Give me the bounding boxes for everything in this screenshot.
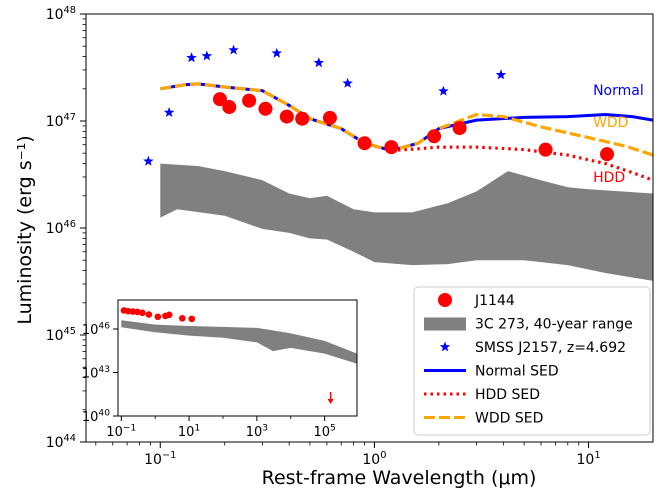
- y-tick-label: 1048: [46, 5, 76, 23]
- j1144-point: [384, 140, 399, 155]
- smss-j2157-point: [163, 107, 175, 117]
- inset-y-tick-label: 1040: [82, 409, 110, 425]
- legend-label: 3C 273, 40-year range: [475, 317, 633, 333]
- inset-j1144-point: [165, 311, 173, 319]
- j1144-point: [212, 92, 227, 107]
- inset-j1144-point: [139, 309, 146, 317]
- inset-j1144-point: [145, 311, 153, 318]
- main-axis-ticks: 10−1 100 101 1044 1045 1046 1047 1048: [46, 5, 601, 468]
- annotation-hdd: HDD: [593, 170, 625, 186]
- j1144-point: [258, 101, 273, 116]
- smss-j2157-point: [271, 47, 282, 58]
- legend: J1144 3C 273, 40-year range SMSS J2157, z=…: [413, 286, 651, 436]
- inset-plot: 10−1 101 103 105 1040 1043 1046: [82, 299, 358, 440]
- main-plot: Normal WDD HDD: [85, 13, 654, 443]
- x-tick-label: 101: [577, 450, 601, 468]
- annotation-normal: Normal: [593, 83, 644, 99]
- legend-label: HDD SED: [475, 387, 540, 403]
- j1144-point: [242, 93, 257, 108]
- legend-label: Normal SED: [475, 364, 559, 380]
- smss-j2157-point: [228, 44, 239, 55]
- smss-j2157-point: [313, 57, 324, 68]
- smss-j2157-point: [186, 52, 197, 63]
- inset-x-tick-label: 105: [313, 424, 335, 440]
- j1144-point: [295, 111, 310, 126]
- smss-j2157-point: [143, 155, 154, 166]
- inset-x-tick-label: 101: [178, 424, 200, 440]
- j1144-point: [279, 109, 294, 124]
- inset-j1144-point: [188, 315, 196, 323]
- inset-j1144-point: [178, 314, 186, 322]
- j1144-point: [538, 142, 553, 157]
- inset-upper-limit-arrowhead: [327, 398, 334, 404]
- inset-3c273-band: [121, 320, 357, 364]
- 3c273-range-band: [160, 163, 653, 281]
- legend-patch-icon: [424, 317, 466, 331]
- inset-y-tick-label: 1043: [82, 365, 110, 381]
- j1144-point: [222, 100, 237, 115]
- smss-j2157-point: [495, 69, 507, 80]
- inset-x-tick-label: 103: [246, 424, 269, 440]
- x-tick-label: 10−1: [144, 450, 176, 468]
- smss-j2157-point: [201, 50, 213, 61]
- main-plot-area: [143, 44, 653, 281]
- y-tick-label: 1047: [46, 112, 76, 130]
- j1144-point: [322, 110, 337, 125]
- y-tick-label: 1044: [46, 433, 76, 451]
- j1144-point: [452, 121, 467, 136]
- legend-label: J1144: [474, 293, 515, 309]
- j1144-point: [427, 129, 442, 144]
- normal-sed-line: [160, 82, 653, 153]
- y-tick-label: 1045: [46, 326, 76, 344]
- x-axis-label: Rest-frame Wavelength (μm): [262, 467, 537, 489]
- y-axis-label: Luminosity (erg s⁻¹): [14, 135, 36, 324]
- wdd-sed-line: [160, 82, 653, 157]
- inset-background: [118, 300, 357, 416]
- annotation-wdd: WDD: [593, 115, 628, 131]
- j1144-point: [600, 147, 615, 162]
- inset-j1144-point: [154, 313, 162, 321]
- legend-label: WDD SED: [475, 411, 543, 427]
- inset-j1144-point: [134, 308, 141, 316]
- y-tick-label: 1046: [46, 219, 76, 237]
- x-tick-label: 100: [362, 450, 386, 468]
- inset-x-tick-label: 10−1: [106, 424, 136, 440]
- inset-y-tick-label: 1046: [82, 322, 110, 338]
- legend-circle-icon: [438, 293, 452, 307]
- legend-box: [413, 286, 651, 436]
- smss-j2157-point: [438, 85, 449, 96]
- smss-j2157-point: [342, 77, 353, 88]
- hdd-sed-line: [391, 145, 653, 182]
- inset-plot-area: [120, 307, 357, 404]
- legend-star-icon: [439, 341, 451, 352]
- j1144-point: [357, 136, 372, 151]
- inset-frame: [117, 299, 358, 417]
- legend-label: SMSS J2157, z=4.692: [475, 340, 626, 356]
